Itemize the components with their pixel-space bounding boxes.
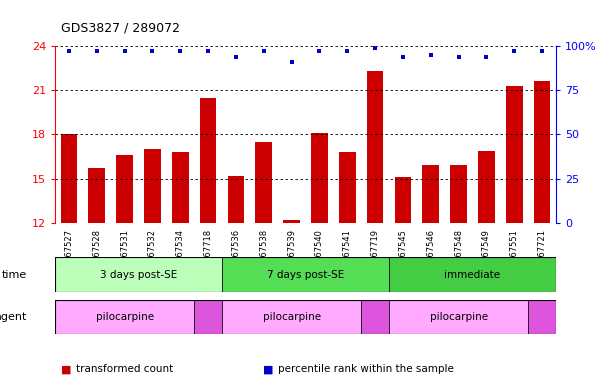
Text: time: time bbox=[2, 270, 27, 280]
Bar bbox=[60, 134, 77, 223]
Text: GDS3827 / 289072: GDS3827 / 289072 bbox=[61, 22, 180, 35]
Bar bbox=[422, 165, 439, 223]
Bar bbox=[395, 177, 411, 223]
Bar bbox=[389, 300, 528, 334]
Text: transformed count: transformed count bbox=[76, 364, 174, 374]
Bar bbox=[116, 155, 133, 223]
Bar bbox=[222, 300, 361, 334]
Bar bbox=[311, 133, 327, 223]
Bar bbox=[200, 98, 216, 223]
Text: percentile rank within the sample: percentile rank within the sample bbox=[278, 364, 454, 374]
Text: 3 days post-SE: 3 days post-SE bbox=[100, 270, 177, 280]
Text: pilocarpine: pilocarpine bbox=[430, 312, 488, 322]
Text: ■: ■ bbox=[263, 364, 273, 374]
Text: immediate: immediate bbox=[444, 270, 500, 280]
Bar bbox=[450, 165, 467, 223]
Bar bbox=[389, 257, 556, 292]
Bar bbox=[528, 300, 556, 334]
Bar bbox=[144, 149, 161, 223]
Bar bbox=[506, 86, 522, 223]
Bar bbox=[339, 152, 356, 223]
Bar bbox=[361, 300, 389, 334]
Bar bbox=[194, 300, 222, 334]
Bar bbox=[284, 220, 300, 223]
Bar bbox=[534, 81, 551, 223]
Bar bbox=[89, 168, 105, 223]
Text: 7 days post-SE: 7 days post-SE bbox=[267, 270, 344, 280]
Text: pilocarpine: pilocarpine bbox=[263, 312, 321, 322]
Bar bbox=[478, 151, 495, 223]
Bar bbox=[55, 257, 222, 292]
Text: ■: ■ bbox=[61, 364, 71, 374]
Bar bbox=[227, 175, 244, 223]
Bar bbox=[55, 300, 194, 334]
Text: agent: agent bbox=[0, 312, 27, 322]
Text: pilocarpine: pilocarpine bbox=[95, 312, 153, 322]
Bar bbox=[367, 71, 384, 223]
Bar bbox=[255, 142, 272, 223]
Bar bbox=[222, 257, 389, 292]
Bar bbox=[172, 152, 189, 223]
